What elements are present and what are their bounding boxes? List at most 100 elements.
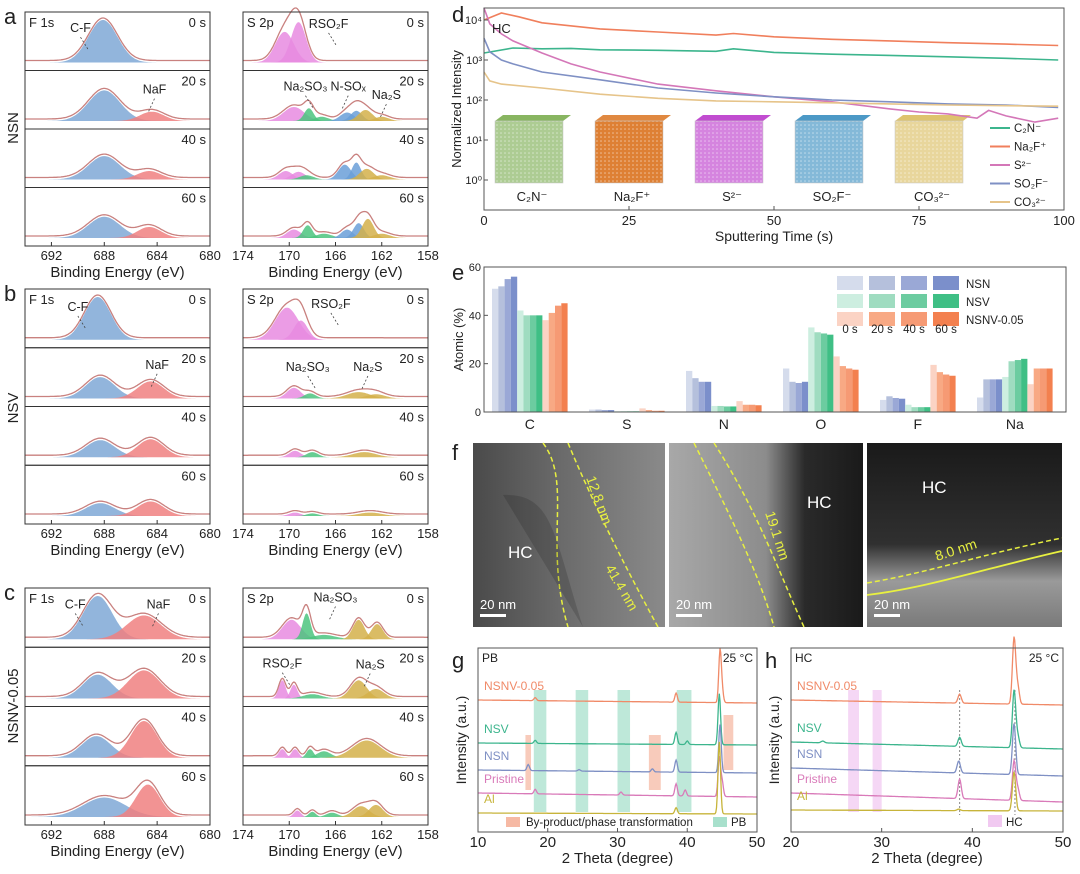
sample-label: NSV	[5, 393, 22, 424]
time-label: 20 s	[399, 351, 424, 366]
x-axis-title: Binding Energy (eV)	[50, 264, 184, 281]
series-line-4	[483, 71, 1059, 107]
legend-label: NSNV-0.05	[966, 315, 1024, 327]
x-tick-label: 0	[480, 213, 487, 228]
bar-NSV-Na	[1002, 376, 1009, 412]
bar-NSV-O	[827, 334, 834, 412]
inset-label: C₂N⁻	[517, 189, 548, 204]
bar-NSNV-0.05-F	[930, 364, 937, 412]
time-label: 40 s	[399, 710, 424, 725]
peak-Na2SO3	[243, 812, 428, 817]
spectrum-0s: 0 s C-F F 1s	[24, 288, 211, 349]
peak-RSO2F	[243, 619, 428, 640]
xrd-pattern-NSNV-0.05	[478, 648, 757, 704]
y-tick-label: 20	[469, 359, 481, 371]
spectrum-40s: 40 s	[242, 128, 429, 188]
x-axis-title: Binding Energy (eV)	[50, 542, 184, 559]
bar-NSNV-0.05-N	[755, 405, 762, 412]
peak-RSO2F	[243, 107, 428, 121]
band-PB	[617, 690, 631, 812]
panel-title: HC	[795, 651, 813, 665]
envelope-fit-line	[243, 153, 428, 179]
bar-NSV-N	[717, 405, 724, 412]
series-label: NSV	[797, 721, 822, 735]
annotation-leader	[77, 315, 87, 330]
envelope-fit-line	[243, 99, 428, 120]
peak-NaF	[25, 381, 210, 399]
x-tick-label: 684	[146, 827, 168, 842]
time-label: 20 s	[181, 351, 206, 366]
time-label: 60 s	[181, 769, 206, 784]
legend-swatch	[901, 312, 927, 326]
peak-Na2S	[243, 624, 428, 640]
bar-NSN-C	[510, 276, 518, 412]
legend-swatch	[506, 817, 520, 827]
peak-annotation: Na₂SO₃	[314, 591, 358, 605]
bar-NSNV-0.05-S	[645, 410, 652, 412]
hc-region	[503, 494, 583, 627]
time-label: 0 s	[407, 292, 425, 307]
sei-boundary-line	[866, 537, 1063, 584]
series-line-1	[483, 12, 1059, 47]
spectrum-0s: 0 s C-F NaF F 1s	[24, 587, 211, 648]
y-tick-label: 60	[469, 262, 481, 274]
render-cube: S²⁻	[694, 115, 771, 204]
3d-render-insets: C₂N⁻ Na₂F⁺ S²⁻ SO₂F⁻ CO₃²⁻	[494, 115, 971, 204]
x-tick-label: 166	[325, 827, 347, 842]
scale-bar-label: 20 nm	[480, 597, 516, 612]
tof-sims-depth-profile: d C₂N⁻ Na₂F⁺ S²⁻ SO₂F⁻ CO₃²⁻ C₂N⁻ Na₂F⁺ S²⁻ SO₂F⁻…	[449, 2, 1075, 244]
bar-NSV-F	[911, 407, 918, 412]
core-level-label: F 1s	[29, 591, 55, 606]
bar-NSNV-0.05-S	[658, 410, 665, 412]
x-tick-label: F	[914, 416, 923, 432]
bar-NSN-F	[898, 398, 906, 412]
cube-texture	[595, 121, 663, 183]
time-label: 40 s	[181, 710, 206, 725]
tem-micrograph	[473, 443, 665, 627]
legend-time-label: 40 s	[903, 324, 925, 336]
bar-NSN-Na	[977, 397, 984, 412]
bar-NSNV-0.05-Na	[1027, 384, 1034, 412]
x-tick-label: 20	[539, 834, 556, 851]
series-label: NSN	[797, 747, 822, 761]
cube-edge	[894, 120, 964, 184]
x-tick-label: 174	[232, 248, 254, 263]
cube-texture	[795, 121, 863, 183]
peak-Na2S	[243, 689, 428, 699]
envelope-fit-line	[243, 448, 428, 456]
cube-top-face	[595, 115, 671, 121]
cube-edge	[594, 120, 664, 184]
envelope-fit-line	[25, 779, 210, 816]
bar-NSN-Na	[983, 379, 990, 412]
legend-swatch	[713, 817, 727, 827]
legend-label: Na₂F⁺	[1014, 142, 1046, 154]
peak-RSO2F	[243, 680, 428, 699]
y-tick-label: 40	[469, 310, 481, 322]
time-label: 20 s	[399, 650, 424, 665]
envelope-fit-line	[25, 667, 210, 698]
bar-NSN-S	[607, 410, 615, 412]
bar-NSN-N	[698, 381, 705, 412]
bar-NSNV-0.05-S	[652, 410, 659, 412]
peak-annotation: RSO₂F	[311, 297, 351, 311]
scale-bar	[676, 614, 702, 617]
time-label: 60 s	[181, 191, 206, 206]
envelope-fit-line	[243, 737, 428, 757]
legend-time-label: 20 s	[871, 324, 893, 336]
annotation-leader	[80, 36, 89, 51]
xrd-legend: By-product/phase transformation PB	[506, 817, 747, 829]
peak-CF	[25, 440, 210, 458]
series-label: NSV	[484, 722, 509, 736]
spectrum-0s: 0 s C-F F 1s	[24, 11, 211, 71]
bar-NSV-F	[924, 407, 931, 412]
legend-swatch	[901, 276, 927, 290]
scale-bar-label: 20 nm	[676, 597, 712, 612]
bar-legend: NSN NSV NSNV-0.05 0 s 20 s 40 s 60 s	[837, 276, 1024, 336]
x-axis-title: 2 Theta (degree)	[871, 850, 982, 867]
panel-letter: a	[4, 4, 17, 29]
cube-texture	[895, 121, 963, 183]
xps-panel-a: a NSN 0 s C-F F 1s 20 s NaF 40 s 60 s 692 688 684 68…	[4, 4, 439, 281]
peak-annotation: Na₂S	[353, 360, 382, 374]
envelope-fit-line	[25, 498, 210, 515]
